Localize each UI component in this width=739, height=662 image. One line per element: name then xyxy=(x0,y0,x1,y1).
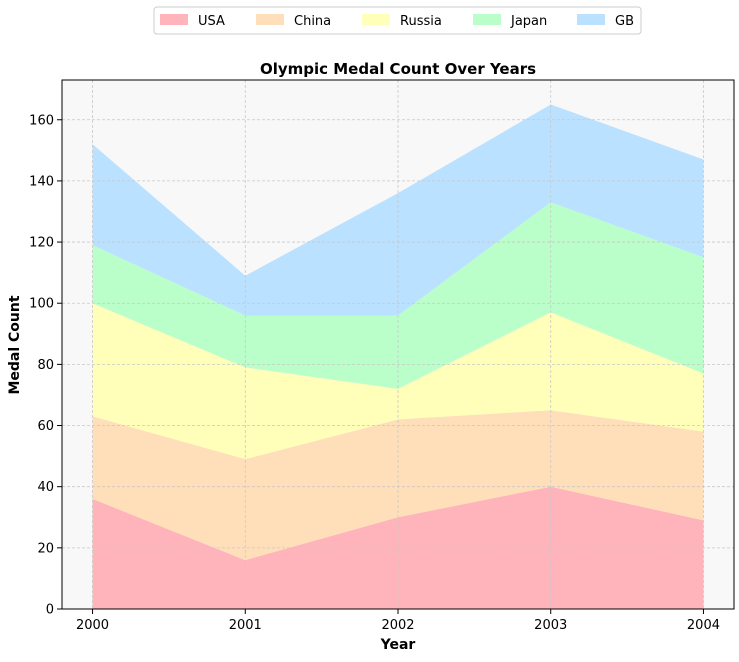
legend-swatch xyxy=(577,14,605,25)
legend-label: GB xyxy=(615,14,634,29)
x-tick-label: 2000 xyxy=(76,618,109,633)
legend-swatch xyxy=(362,14,390,25)
gridlines xyxy=(62,80,734,610)
legend-entry-usa: USA xyxy=(160,14,225,29)
legend-label: China xyxy=(294,14,331,29)
y-axis-ticks: 0 20 40 60 80 100 120 140 160 xyxy=(29,113,62,618)
legend-swatch xyxy=(256,14,284,25)
x-tick-label: 2004 xyxy=(687,618,720,633)
legend-label: USA xyxy=(198,14,225,29)
x-tick-label: 2002 xyxy=(381,618,414,633)
legend-swatch xyxy=(160,14,188,25)
y-tick-label: 140 xyxy=(29,174,54,189)
y-tick-label: 160 xyxy=(29,113,54,128)
y-tick-label: 20 xyxy=(37,541,54,556)
legend: USA China Russia Japan GB xyxy=(153,6,642,35)
x-axis-label: Year xyxy=(380,637,416,653)
y-axis-label: Medal Count xyxy=(7,295,23,394)
legend-entry-gb: GB xyxy=(577,14,634,29)
y-tick-label: 0 xyxy=(46,603,54,618)
x-axis-ticks: 2000 2001 2002 2003 2004 xyxy=(76,609,720,633)
legend-frame xyxy=(153,6,642,35)
chart-title: Olympic Medal Count Over Years xyxy=(260,60,536,78)
legend-label: Japan xyxy=(510,14,547,29)
legend-items: USA China Russia Japan GB xyxy=(160,14,634,29)
legend-entry-russia: Russia xyxy=(362,14,442,29)
legend-swatch xyxy=(473,14,501,25)
y-tick-label: 80 xyxy=(37,358,54,373)
y-tick-label: 40 xyxy=(37,480,54,495)
legend-label: Russia xyxy=(400,14,442,29)
y-tick-label: 120 xyxy=(29,236,54,251)
legend-entry-japan: Japan xyxy=(473,14,547,29)
y-tick-label: 100 xyxy=(29,297,54,312)
x-tick-label: 2001 xyxy=(229,618,262,633)
legend-entry-china: China xyxy=(256,14,331,29)
y-tick-label: 60 xyxy=(37,419,54,434)
x-tick-label: 2003 xyxy=(534,618,567,633)
